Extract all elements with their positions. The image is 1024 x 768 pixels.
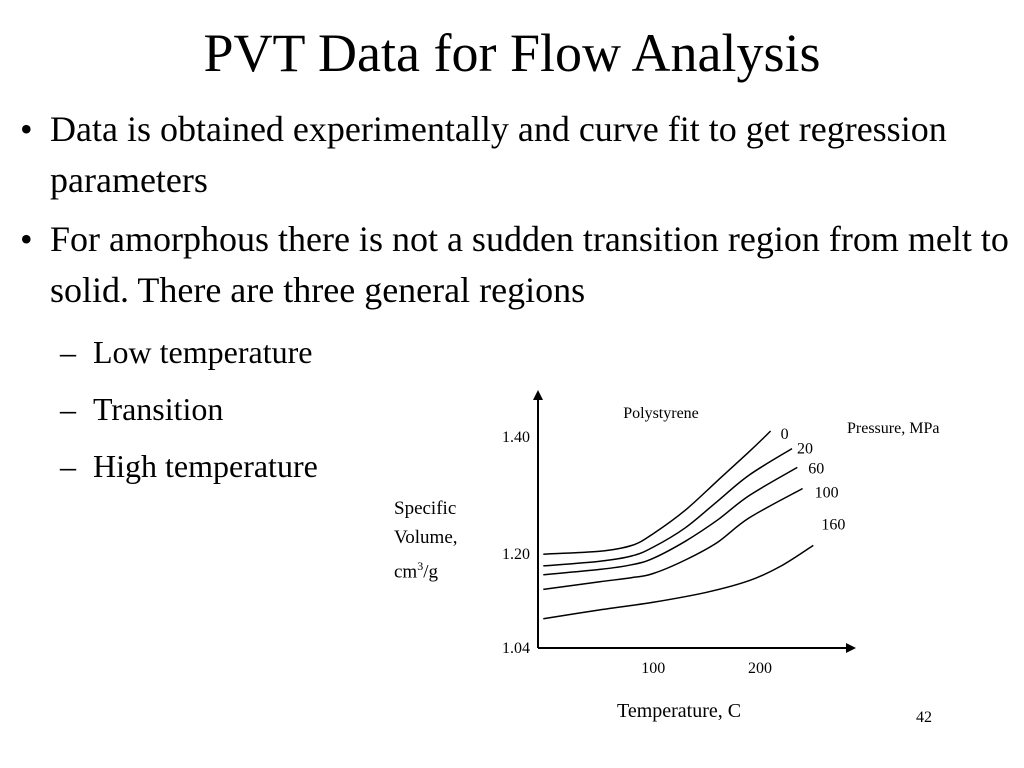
bullet-glyph: • bbox=[20, 219, 33, 259]
slide-title: PVT Data for Flow Analysis bbox=[203, 23, 821, 83]
series-label: 60 bbox=[808, 460, 824, 477]
y-tick-label: 1.40 bbox=[502, 429, 530, 446]
legend-title: Pressure, MPa bbox=[847, 420, 939, 437]
bullet-text: For amorphous there is not a sudden tran… bbox=[50, 219, 1009, 310]
x-tick-label: 100 bbox=[641, 660, 665, 677]
series-label: 0 bbox=[781, 426, 789, 443]
unit-superscript: 3 bbox=[417, 559, 424, 573]
y-tick-label: 1.04 bbox=[502, 640, 530, 657]
y-axis-label: Specific Volume, cm3/g bbox=[394, 494, 458, 586]
series-label: 160 bbox=[821, 516, 845, 533]
series-line bbox=[543, 487, 803, 591]
series-line bbox=[543, 466, 798, 576]
sub-bullet-text: Transition bbox=[93, 391, 224, 427]
bullet-item: • Data is obtained experimentally and cu… bbox=[20, 104, 1010, 206]
series-line bbox=[543, 447, 793, 567]
y-axis-unit: cm3/g bbox=[394, 552, 458, 586]
unit-tail: /g bbox=[423, 561, 438, 583]
x-tick-label: 200 bbox=[748, 660, 772, 677]
sub-bullet-text: Low temperature bbox=[93, 334, 313, 370]
y-axis-arrowhead bbox=[533, 390, 543, 400]
series-line bbox=[543, 544, 814, 620]
series-label: 20 bbox=[797, 441, 813, 458]
y-axis-label-line: Specific bbox=[394, 498, 457, 519]
slide-number: 42 bbox=[916, 709, 932, 726]
x-axis-arrowhead bbox=[846, 643, 856, 653]
bullet-list: • Data is obtained experimentally and cu… bbox=[20, 104, 1010, 495]
series-label: 100 bbox=[815, 485, 839, 502]
bullet-item: • For amorphous there is not a sudden tr… bbox=[20, 214, 1010, 316]
sub-bullet-item: – Low temperature bbox=[20, 324, 1010, 381]
dash-glyph: – bbox=[60, 391, 76, 427]
series-line bbox=[543, 430, 772, 555]
sub-bullet-item: – Transition bbox=[20, 381, 1010, 438]
bullet-text: Data is obtained experimentally and curv… bbox=[50, 109, 947, 200]
y-axis-label-line: Volume, bbox=[394, 527, 458, 548]
bullet-glyph: • bbox=[20, 109, 33, 149]
sub-bullet-item: – High temperature bbox=[20, 438, 1010, 495]
y-tick-label: 1.20 bbox=[502, 546, 530, 563]
x-axis-label: Temperature, C bbox=[617, 700, 742, 722]
dash-glyph: – bbox=[60, 334, 76, 370]
dash-glyph: – bbox=[60, 448, 76, 484]
sub-bullet-text: High temperature bbox=[93, 448, 318, 484]
unit-base: cm bbox=[394, 561, 418, 583]
chart-title: Polystyrene bbox=[623, 405, 699, 422]
